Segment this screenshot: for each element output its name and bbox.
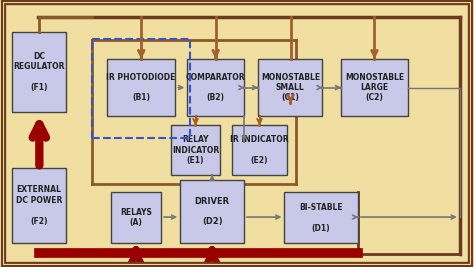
Bar — [107, 59, 175, 116]
Text: IR PHOTODIODE

(B1): IR PHOTODIODE (B1) — [106, 73, 176, 102]
Text: BI-STABLE

(D1): BI-STABLE (D1) — [299, 203, 343, 233]
Text: EXTERNAL
DC POWER

(F2): EXTERNAL DC POWER (F2) — [16, 186, 62, 226]
Text: IR INDICATOR

(E2): IR INDICATOR (E2) — [230, 135, 289, 165]
Bar — [171, 125, 220, 175]
Bar — [232, 125, 287, 175]
Text: DRIVER

(D2): DRIVER (D2) — [194, 197, 230, 226]
Bar — [12, 32, 66, 112]
Text: COMPARATOR

(B2): COMPARATOR (B2) — [186, 73, 246, 102]
Bar — [187, 59, 244, 116]
Bar — [180, 180, 244, 243]
Bar — [111, 192, 161, 243]
Text: MONOSTABLE
LARGE
(C2): MONOSTABLE LARGE (C2) — [345, 73, 404, 102]
Bar — [12, 168, 66, 243]
Text: RELAY
INDICATOR
(E1): RELAY INDICATOR (E1) — [172, 135, 219, 165]
Text: MONOSTABLE
SMALL
(C1): MONOSTABLE SMALL (C1) — [261, 73, 320, 102]
Text: RELAYS
(A): RELAYS (A) — [120, 208, 152, 227]
Bar — [284, 192, 358, 243]
Text: DC
REGULATOR

(F1): DC REGULATOR (F1) — [13, 52, 65, 92]
Bar — [92, 39, 190, 138]
Bar — [341, 59, 408, 116]
Bar — [258, 59, 322, 116]
